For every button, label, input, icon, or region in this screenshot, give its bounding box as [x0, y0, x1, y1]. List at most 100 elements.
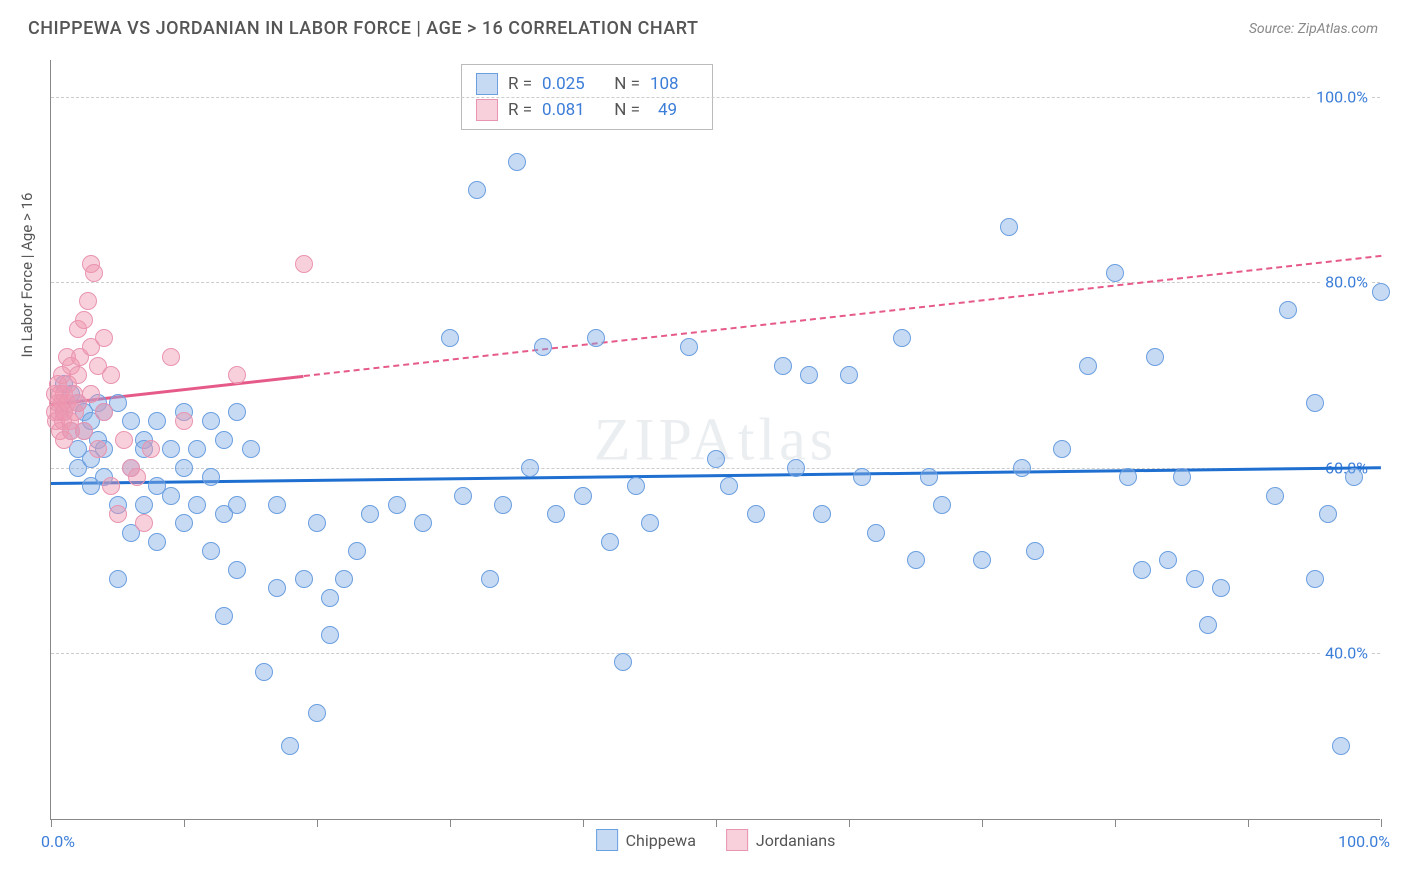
- data-point-chippewa: [295, 570, 313, 588]
- data-point-chippewa: [680, 338, 698, 356]
- data-point-chippewa: [1306, 570, 1324, 588]
- data-point-jordanians: [295, 255, 313, 273]
- data-point-chippewa: [268, 579, 286, 597]
- data-point-chippewa: [228, 403, 246, 421]
- chippewa-r-value: 0.025: [542, 74, 590, 94]
- y-tick-label: 40.0%: [1321, 644, 1372, 663]
- data-point-chippewa: [853, 468, 871, 486]
- data-point-jordanians: [79, 292, 97, 310]
- x-tick: [849, 819, 850, 827]
- data-point-chippewa: [1372, 283, 1390, 301]
- data-point-chippewa: [268, 496, 286, 514]
- data-point-chippewa: [907, 551, 925, 569]
- data-point-chippewa: [148, 412, 166, 430]
- data-point-chippewa: [1345, 468, 1363, 486]
- legend: Chippewa Jordanians: [596, 829, 836, 851]
- data-point-chippewa: [587, 329, 605, 347]
- x-tick: [450, 819, 451, 827]
- data-point-chippewa: [1053, 440, 1071, 458]
- data-point-chippewa: [1159, 551, 1177, 569]
- data-point-chippewa: [707, 450, 725, 468]
- n-label: N =: [614, 74, 640, 94]
- x-tick: [1115, 819, 1116, 827]
- data-point-jordanians: [89, 440, 107, 458]
- data-point-chippewa: [641, 514, 659, 532]
- data-point-chippewa: [521, 459, 539, 477]
- swatch-jordanians: [476, 99, 498, 121]
- data-point-chippewa: [933, 496, 951, 514]
- data-point-chippewa: [893, 329, 911, 347]
- data-point-jordanians: [95, 403, 113, 421]
- x-tick: [716, 819, 717, 827]
- data-point-chippewa: [787, 459, 805, 477]
- data-point-chippewa: [574, 487, 592, 505]
- data-point-chippewa: [1173, 468, 1191, 486]
- data-point-jordanians: [135, 514, 153, 532]
- data-point-jordanians: [102, 366, 120, 384]
- y-axis-title: In Labor Force | Age > 16: [18, 193, 36, 358]
- trend-line: [304, 255, 1382, 377]
- data-point-chippewa: [1332, 737, 1350, 755]
- data-point-chippewa: [614, 653, 632, 671]
- data-point-chippewa: [175, 459, 193, 477]
- n-label: N =: [614, 100, 640, 120]
- data-point-chippewa: [188, 496, 206, 514]
- data-point-jordanians: [142, 440, 160, 458]
- data-point-jordanians: [102, 477, 120, 495]
- data-point-jordanians: [162, 348, 180, 366]
- data-point-chippewa: [321, 626, 339, 644]
- x-tick: [1381, 819, 1382, 827]
- data-point-chippewa: [441, 329, 459, 347]
- data-point-chippewa: [335, 570, 353, 588]
- legend-item-jordanians: Jordanians: [726, 829, 835, 851]
- data-point-chippewa: [747, 505, 765, 523]
- data-point-jordanians: [228, 366, 246, 384]
- data-point-chippewa: [547, 505, 565, 523]
- data-point-chippewa: [148, 533, 166, 551]
- x-tick: [184, 819, 185, 827]
- data-point-chippewa: [1199, 616, 1217, 634]
- data-point-chippewa: [109, 570, 127, 588]
- source-attribution: Source: ZipAtlas.com: [1249, 21, 1378, 37]
- stats-row-jordanians: R = 0.081 N = 49: [476, 97, 698, 123]
- y-tick-label: 100.0%: [1312, 88, 1372, 107]
- data-point-chippewa: [202, 542, 220, 560]
- x-tick: [1248, 819, 1249, 827]
- data-point-chippewa: [720, 477, 738, 495]
- data-point-chippewa: [1026, 542, 1044, 560]
- legend-swatch-chippewa: [596, 829, 618, 851]
- data-point-chippewa: [242, 440, 260, 458]
- data-point-chippewa: [481, 570, 499, 588]
- data-point-chippewa: [308, 704, 326, 722]
- data-point-jordanians: [175, 412, 193, 430]
- data-point-chippewa: [215, 607, 233, 625]
- data-point-chippewa: [361, 505, 379, 523]
- data-point-chippewa: [1079, 357, 1097, 375]
- data-point-chippewa: [308, 514, 326, 532]
- legend-label-chippewa: Chippewa: [626, 831, 696, 850]
- data-point-jordanians: [75, 311, 93, 329]
- data-point-jordanians: [115, 431, 133, 449]
- data-point-chippewa: [867, 524, 885, 542]
- data-point-chippewa: [202, 412, 220, 430]
- swatch-chippewa: [476, 73, 498, 95]
- data-point-chippewa: [1279, 301, 1297, 319]
- data-point-chippewa: [1000, 218, 1018, 236]
- x-tick: [317, 819, 318, 827]
- legend-label-jordanians: Jordanians: [756, 831, 835, 850]
- x-axis-max-label: 100.0%: [1338, 832, 1390, 851]
- data-point-chippewa: [1212, 579, 1230, 597]
- data-point-chippewa: [228, 496, 246, 514]
- data-point-chippewa: [255, 663, 273, 681]
- data-point-chippewa: [202, 468, 220, 486]
- x-axis-min-label: 0.0%: [41, 832, 75, 851]
- data-point-chippewa: [188, 440, 206, 458]
- data-point-jordanians: [69, 366, 87, 384]
- chippewa-n-value: 108: [650, 74, 698, 94]
- data-point-chippewa: [973, 551, 991, 569]
- data-point-chippewa: [800, 366, 818, 384]
- data-point-chippewa: [135, 496, 153, 514]
- data-point-chippewa: [534, 338, 552, 356]
- data-point-chippewa: [1146, 348, 1164, 366]
- data-point-chippewa: [774, 357, 792, 375]
